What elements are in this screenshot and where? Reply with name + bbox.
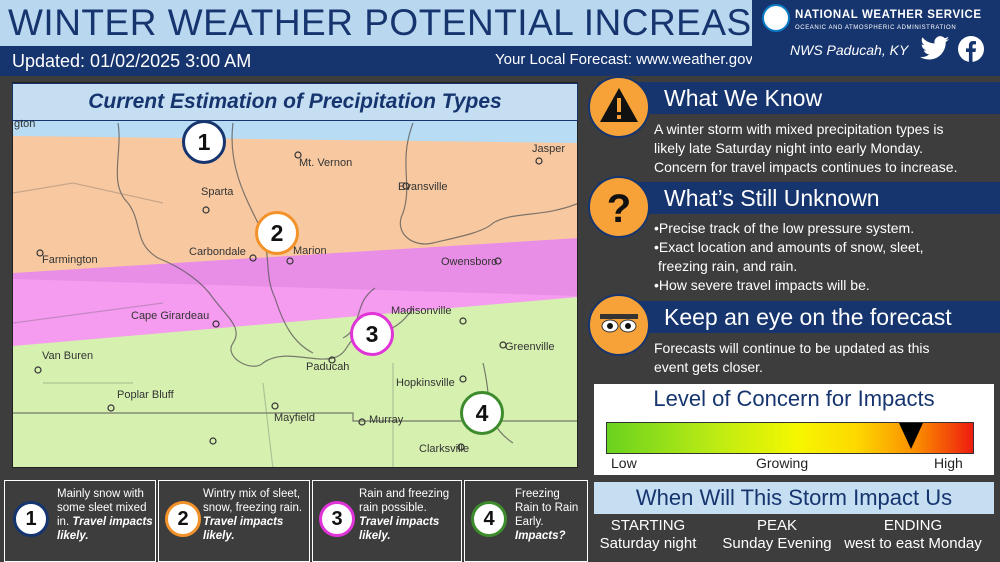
map-label-city: Sparta (201, 186, 234, 198)
map-label-city: Evansville (398, 181, 448, 193)
concern-low-label: Low (611, 455, 637, 471)
nws-brand-block (752, 0, 1000, 76)
concern-title: Level of Concern for Impacts (653, 386, 935, 411)
warning-icon (588, 76, 650, 138)
noaa-logo-icon (762, 4, 790, 32)
map-label-city: Marion (293, 245, 327, 257)
zone-marker-2: 2 (255, 211, 299, 255)
timing-heading: When Will This Storm Impact Us (594, 482, 994, 514)
timing-starting: STARTING Saturday night (599, 517, 697, 552)
what-we-know-heading: What We Know (598, 82, 1000, 114)
concern-high-label: High (934, 455, 963, 471)
map-label-city: gton (14, 118, 36, 130)
map-label-city: Jasper (532, 143, 566, 155)
still-unknown-text: •Precise track of the low pressure syste… (654, 220, 924, 293)
map-label-city: Farmington (42, 254, 98, 266)
legend-number: 4 (471, 501, 507, 537)
still-unknown-heading: What’s Still Unknown (598, 182, 1000, 214)
map-label-city: Owensboro (441, 256, 498, 268)
map-label-city: Mayfield (274, 412, 315, 424)
local-forecast-link[interactable]: Your Local Forecast: www.weather.gov (495, 51, 753, 68)
updated-timestamp: Updated: 01/02/2025 3:00 AM (12, 51, 252, 71)
concern-growing-label: Growing (756, 455, 809, 471)
map-title: Current Estimation of Precipitation Type… (12, 83, 578, 121)
timing-ending: ENDING west to east Monday (844, 517, 982, 552)
map-label-city: Mt. Vernon (299, 157, 353, 169)
legend-item-3: 3 Rain and freezing rain possible. Trave… (312, 480, 462, 562)
legend-item-2: 2 Wintry mix of sleet, snow, freezing ra… (158, 480, 310, 562)
agency-name: NATIONAL WEATHER SERVICE (795, 9, 982, 21)
facebook-icon[interactable] (958, 36, 984, 62)
map-label-city: Van Buren (42, 350, 94, 362)
map-label-city: Clarksville (419, 443, 470, 455)
keep-eye-heading: Keep an eye on the forecast (598, 301, 1000, 333)
map-label-city: Carbondale (189, 246, 246, 258)
what-we-know-text: A winter storm with mixed precipitation … (654, 121, 958, 175)
zone-marker-1: 1 (182, 120, 226, 164)
map-label-city: Paducah (306, 361, 350, 373)
title-banner (0, 0, 752, 46)
legend-text: Mainly snow with some sleet mixed in. Tr… (57, 488, 153, 542)
legend-number: 2 (165, 501, 201, 537)
map-label-city: Poplar Bluff (117, 389, 174, 401)
legend-text: Wintry mix of sleet, snow, freezing rain… (203, 488, 303, 542)
zone-marker-4: 4 (460, 391, 504, 435)
twitter-icon[interactable] (920, 36, 950, 62)
map-label-city: Murray (369, 414, 404, 426)
svg-text:?: ? (607, 187, 631, 231)
map-label-city: Hopkinsville (396, 377, 455, 389)
keep-eye-text: Forecasts will continue to be updated as… (654, 340, 930, 375)
map-label-city: Greenville (505, 341, 555, 353)
agency-subtitle: OCEANIC AND ATMOSPHERIC ADMINISTRATION (795, 25, 957, 31)
legend-item-1: 1 Mainly snow with some sleet mixed in. … (4, 480, 156, 562)
concern-level-marker (899, 423, 924, 449)
legend-number: 1 (13, 501, 49, 537)
legend-text: Rain and freezing rain possible. Travel … (359, 488, 450, 542)
timing-peak: PEAK Sunday Evening (722, 517, 832, 552)
legend-text: Freezing Rain to Rain Early. Impacts? (515, 488, 579, 542)
question-mark-icon: ? (588, 176, 650, 238)
office-name: NWS Paducah, KY (790, 42, 909, 58)
legend-number: 3 (319, 501, 355, 537)
map-label-city: Cape Girardeau (131, 310, 210, 322)
eyes-icon (588, 294, 650, 356)
legend-item-4: 4 Freezing Rain to Rain Early. Impacts? (464, 480, 588, 562)
map-label-city: Madisonville (391, 305, 452, 317)
page-title: WINTER WEATHER POTENTIAL INCREASING (8, 2, 819, 43)
zone-marker-3: 3 (350, 312, 394, 356)
